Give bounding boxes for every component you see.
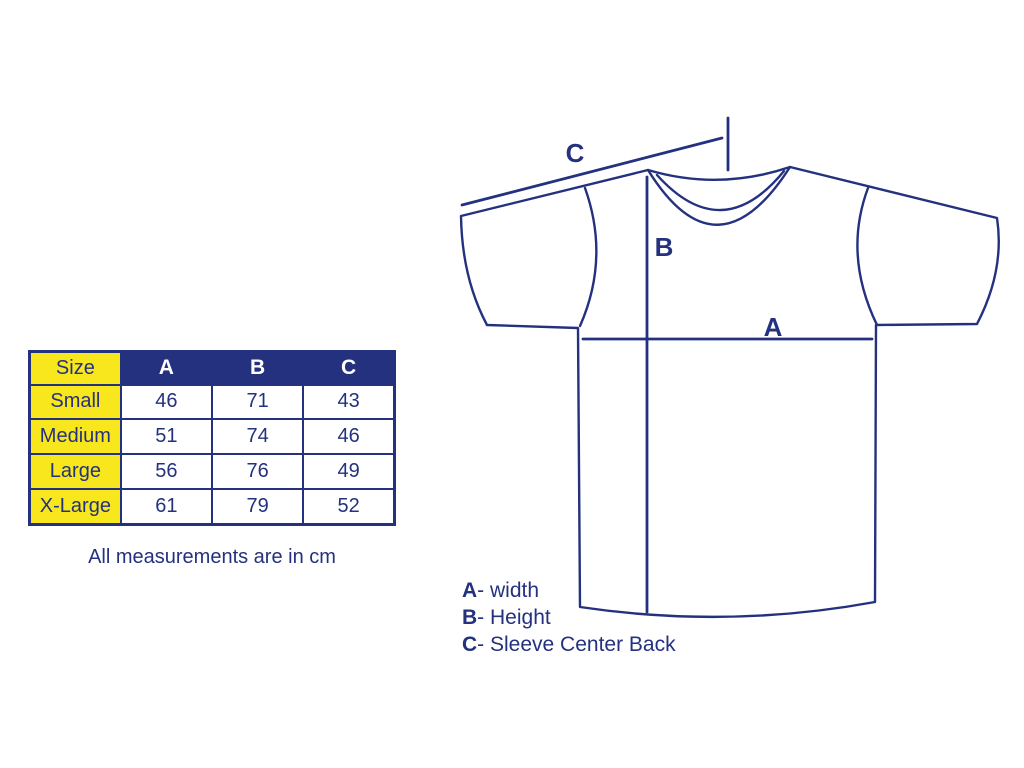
tshirt-outline [459, 165, 1000, 619]
label-b: B [655, 232, 674, 262]
left-armhole-seam [578, 186, 598, 328]
legend-key-c: C [462, 633, 478, 656]
legend-item-b: B- Height [462, 604, 676, 631]
cell-value: 71 [210, 383, 305, 421]
cell-value: 79 [210, 487, 305, 526]
measurement-line-c [460, 136, 724, 207]
header-c: C [302, 350, 396, 386]
table-row-small: Small 46 71 43 [28, 383, 396, 421]
legend-item-a: A- width [462, 577, 676, 604]
row-label: Medium [28, 418, 122, 456]
table-row-medium: Medium 51 74 46 [28, 418, 396, 456]
table-row-xlarge: X-Large 61 79 52 [28, 487, 396, 526]
table-header-row: Size A B C [28, 350, 396, 386]
measurement-legend: A- width B- Height C- Sleeve Center Back [462, 577, 676, 658]
cell-value: 46 [302, 418, 396, 456]
row-label: Large [28, 453, 122, 490]
legend-desc-c: - Sleeve Center Back [477, 633, 676, 656]
cell-value: 56 [119, 453, 214, 490]
size-table: Size A B C Small 46 71 43 Medium 51 74 4… [28, 350, 396, 526]
cell-value: 76 [210, 453, 305, 490]
cell-value: 52 [302, 487, 396, 526]
cell-value: 74 [210, 418, 305, 456]
table-row-large: Large 56 76 49 [28, 453, 396, 490]
row-label: X-Large [28, 487, 122, 526]
collar-band-outer-arc [646, 165, 792, 226]
cell-value: 49 [302, 453, 396, 490]
header-size: Size [28, 350, 122, 386]
row-label: Small [28, 383, 122, 421]
units-caption: All measurements are in cm [88, 546, 336, 568]
right-armhole-seam [856, 186, 879, 327]
cell-value: 43 [302, 383, 396, 421]
label-a: A [764, 312, 783, 342]
cell-value: 51 [119, 418, 214, 456]
legend-key-b: B [462, 606, 478, 629]
cell-value: 46 [119, 383, 214, 421]
legend-item-c: C- Sleeve Center Back [462, 631, 676, 658]
label-c: C [566, 138, 585, 168]
header-b: B [210, 350, 305, 386]
legend-key-a: A [462, 579, 478, 602]
legend-desc-a: - width [477, 579, 540, 602]
legend-desc-b: - Height [477, 606, 551, 629]
cell-value: 61 [119, 487, 214, 526]
header-a: A [119, 350, 214, 386]
collar-neckline-arc [655, 169, 786, 212]
